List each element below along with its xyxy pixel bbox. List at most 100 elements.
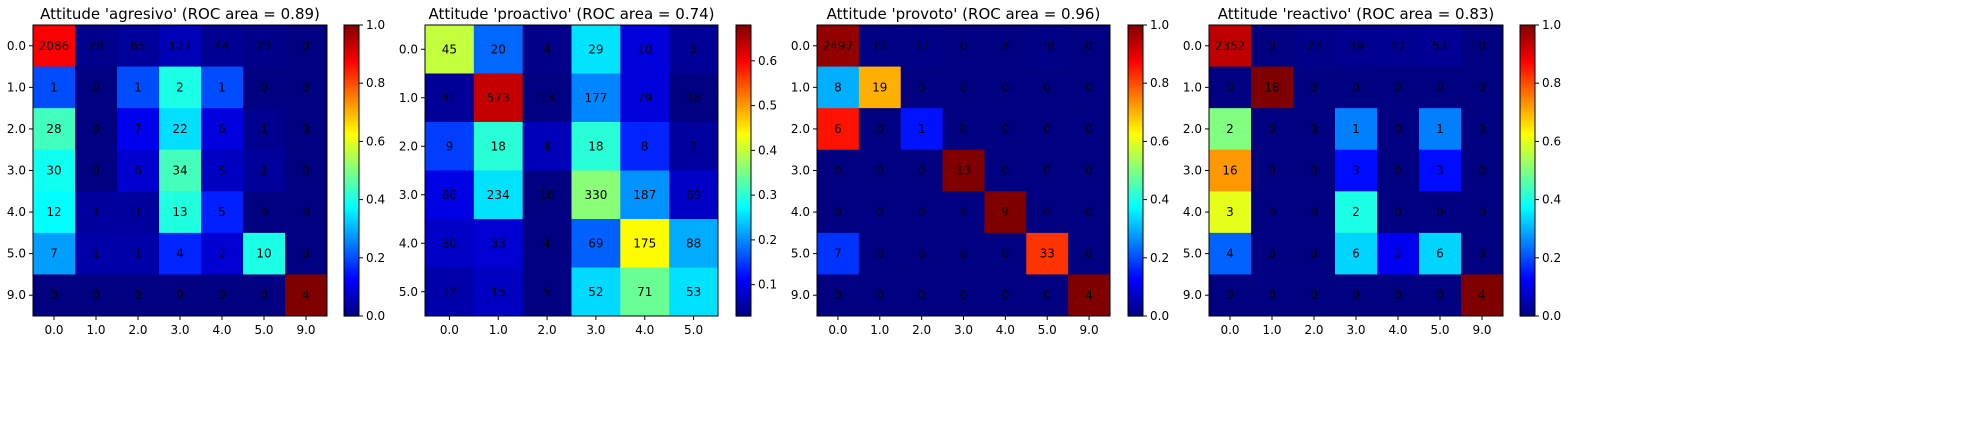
heatmap-cell [571,170,621,220]
colorbar-segment [1128,274,1143,278]
colorbar-segment [1128,260,1143,264]
colorbar-segment [1128,303,1143,307]
heatmap-cell [1251,66,1294,109]
heatmap-cell [201,25,244,68]
colorbar-segment [1128,88,1143,92]
colorbar-segment [1520,252,1535,256]
x-tick-label: 3.0 [954,323,973,337]
colorbar-segment [344,223,359,227]
colorbar-segment [344,78,359,82]
colorbar-segment [736,136,751,140]
heatmap-cell [1461,66,1504,109]
cell-value-label: 0 [960,122,968,136]
colorbar-segment [1128,105,1143,109]
colorbar-segment [344,303,359,307]
cell-value-label: 0 [1002,288,1010,302]
heatmap-cell [817,108,860,151]
cell-value-label: 4 [1085,288,1093,302]
colorbar-segment [344,92,359,96]
cell-value-label: 30 [46,164,61,178]
colorbar-segment [1520,235,1535,239]
colorbar-segment [736,95,751,99]
colorbar-segment [1520,124,1535,128]
cell-value-label: 3 [1436,164,1444,178]
cell-value-label: 23 [1306,39,1321,53]
colorbar-segment [1520,37,1535,41]
cell-value-label: 6 [134,164,142,178]
heatmap-cell [1251,191,1294,234]
cell-value-label: 4 [176,247,184,261]
colorbar-segment [736,189,751,193]
colorbar-segment [736,185,751,189]
x-tick-label: 1.0 [86,323,105,337]
colorbar-segment [344,313,359,317]
colorbar-segment [1128,160,1143,164]
cell-value-label: 12 [442,285,457,299]
colorbar-segment [736,75,751,79]
heatmap-cell [942,108,985,151]
colorbar-segment [736,105,751,109]
colorbar-segment [736,262,751,266]
colorbar-segment [344,75,359,79]
colorbar-segment [1520,151,1535,155]
cell-value-label: 0 [918,205,926,219]
colorbar-segment [736,168,751,172]
colorbar-segment [1128,119,1143,123]
heatmap-cell [1461,149,1504,192]
colorbar-segment [1128,170,1143,174]
colorbar-segment [736,180,751,184]
colorbar-segment [1128,61,1143,65]
colorbar-segment [1520,29,1535,33]
heatmap-cell [425,73,475,123]
colorbar-segment [344,151,359,155]
cell-value-label: 330 [584,188,607,202]
cell-value-label: 53 [1432,39,1447,53]
colorbar-segment [1520,291,1535,295]
heatmap-cell [201,66,244,109]
colorbar-segment [736,269,751,273]
colorbar-segment [1128,78,1143,82]
x-tick-label: 1.0 [870,323,889,337]
cell-value-label: 4 [1226,247,1234,261]
colorbar-segment [736,141,751,145]
heatmap-cell [900,25,944,68]
colorbar-segment [344,279,359,283]
colorbar-segment [736,260,751,264]
colorbar-segment [344,202,359,206]
heatmap-cell [669,122,719,171]
colorbar-segment [1128,313,1143,317]
heatmap-cell [1293,66,1336,109]
colorbar-segment [344,282,359,286]
colorbar-segment [1128,221,1143,225]
colorbar-segment [736,226,751,230]
cell-value-label: 0 [260,80,268,94]
heatmap-cell [75,274,118,317]
cell-value-label: 2497 [823,39,854,53]
heatmap-cell [159,149,202,192]
colorbar-segment [1520,46,1535,50]
colorbar-segment [1520,100,1535,104]
colorbar-tick-label: 0.5 [758,99,777,113]
colorbar-segment [736,165,751,169]
heatmap-cell [858,66,902,109]
cell-value-label: 0 [134,288,142,302]
colorbar-segment [1520,80,1535,84]
y-tick-label: 1.0 [399,91,418,105]
y-tick-label: 5.0 [1183,247,1202,261]
colorbar-segment [736,286,751,290]
cell-value-label: 9 [1002,205,1010,219]
heatmap-cell [285,232,328,275]
cell-value-label: 0 [302,164,310,178]
y-tick-label: 2.0 [791,122,810,136]
colorbar-segment [1128,209,1143,213]
heatmap-cell [522,25,572,74]
colorbar-segment [1128,250,1143,254]
colorbar-segment [1520,274,1535,278]
colorbar-segment [344,262,359,266]
colorbar-segment [1520,109,1535,113]
colorbar-segment [344,102,359,106]
cell-value-label: 0 [1394,122,1402,136]
heatmap-cell [571,73,621,123]
heatmap-cell [571,219,621,268]
colorbar-tick-label: 0.8 [1150,76,1169,90]
